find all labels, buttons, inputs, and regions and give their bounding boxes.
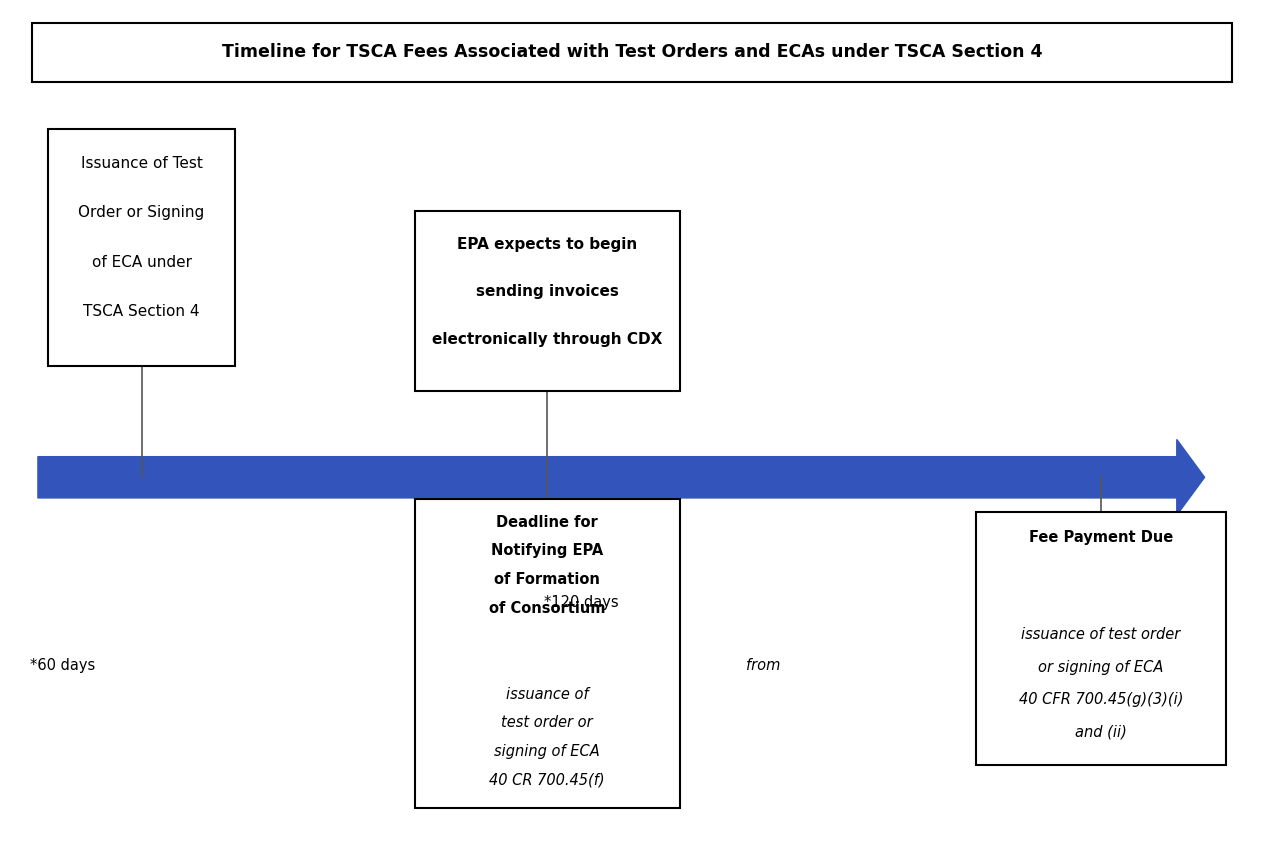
Text: of ECA under: of ECA under: [91, 255, 192, 270]
Text: Fee Payment Due: Fee Payment Due: [1029, 530, 1173, 544]
Text: sending invoices: sending invoices: [475, 285, 619, 299]
Bar: [415, 499, 680, 808]
Text: of Consortium: of Consortium: [489, 600, 605, 616]
FancyArrow shape: [38, 439, 1205, 515]
Text: and (ii): and (ii): [1074, 725, 1127, 740]
Text: Timeline for TSCA Fees Associated with Test Orders and ECAs under TSCA Section 4: Timeline for TSCA Fees Associated with T…: [221, 44, 1043, 61]
Text: 40 CFR 700.45(g)(3)(i): 40 CFR 700.45(g)(3)(i): [1019, 692, 1183, 707]
Text: test order or: test order or: [502, 716, 593, 730]
Text: Notifying EPA: Notifying EPA: [492, 544, 603, 558]
Text: or signing of ECA: or signing of ECA: [1038, 660, 1164, 675]
Text: *60 days: *60 days: [30, 658, 100, 673]
Text: issuance of: issuance of: [506, 686, 589, 702]
Bar: [48, 129, 235, 366]
Text: electronically through CDX: electronically through CDX: [432, 332, 662, 347]
Text: EPA expects to begin: EPA expects to begin: [458, 237, 637, 252]
Text: TSCA Section 4: TSCA Section 4: [83, 304, 200, 319]
Bar: [976, 512, 1226, 765]
Text: Order or Signing: Order or Signing: [78, 206, 205, 220]
Text: 40 CR 700.45(f): 40 CR 700.45(f): [489, 772, 605, 788]
Bar: [415, 211, 680, 391]
Text: signing of ECA: signing of ECA: [494, 744, 600, 759]
Text: *120 days: *120 days: [544, 594, 623, 610]
Text: issuance of test order: issuance of test order: [1021, 627, 1181, 642]
Text: from: from: [746, 658, 781, 673]
Text: Deadline for: Deadline for: [497, 514, 598, 530]
Text: of Formation: of Formation: [494, 572, 600, 587]
Bar: [32, 23, 1232, 82]
Text: Issuance of Test: Issuance of Test: [81, 157, 202, 171]
